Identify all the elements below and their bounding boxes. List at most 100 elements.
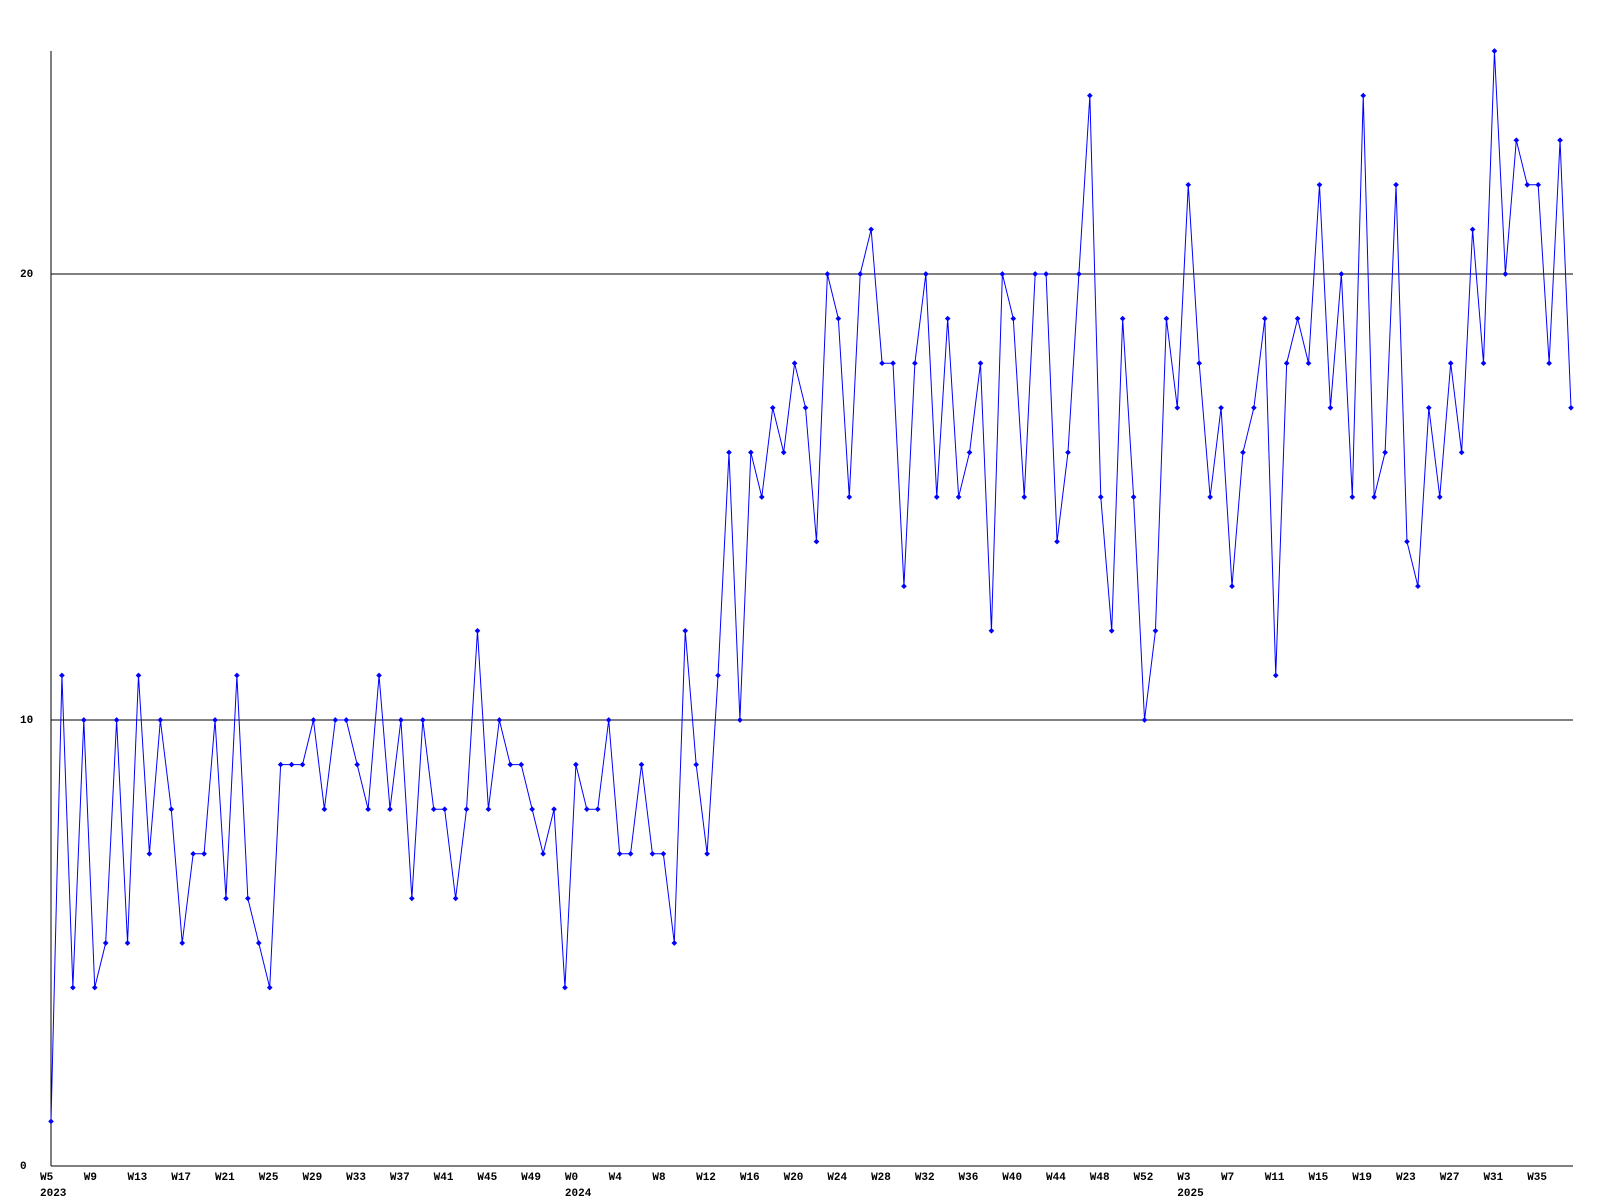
x-tick-label: W11 bbox=[1265, 1172, 1285, 1184]
data-point bbox=[562, 984, 568, 991]
x-tick-label: W45 bbox=[477, 1172, 497, 1184]
data-point bbox=[398, 717, 404, 723]
data-point bbox=[1371, 494, 1377, 500]
data-point bbox=[1229, 583, 1235, 590]
data-point bbox=[1458, 449, 1465, 456]
data-point bbox=[146, 850, 153, 857]
data-point bbox=[91, 984, 98, 991]
data-point bbox=[627, 850, 634, 857]
data-point bbox=[769, 404, 776, 411]
data-point bbox=[1568, 404, 1574, 411]
data-point bbox=[955, 494, 962, 500]
data-point bbox=[649, 850, 656, 857]
year-label: 2024 bbox=[565, 1188, 592, 1200]
data-point bbox=[343, 717, 350, 723]
data-point bbox=[638, 761, 645, 768]
x-tick-label: W20 bbox=[784, 1172, 804, 1184]
data-point bbox=[1349, 494, 1356, 500]
data-point bbox=[102, 940, 109, 946]
x-tick-label: W13 bbox=[127, 1172, 147, 1184]
data-point bbox=[748, 449, 754, 456]
data-point bbox=[737, 717, 743, 723]
data-point bbox=[376, 672, 382, 679]
data-point bbox=[890, 360, 896, 367]
x-tick-label: W41 bbox=[434, 1172, 454, 1184]
data-point bbox=[365, 806, 371, 813]
x-tick-label: W5 bbox=[40, 1172, 54, 1184]
data-point bbox=[704, 850, 710, 857]
data-point bbox=[441, 806, 448, 813]
data-point bbox=[1174, 404, 1181, 411]
data-point bbox=[59, 672, 65, 679]
data-point bbox=[944, 315, 951, 322]
data-point bbox=[966, 449, 973, 456]
data-point bbox=[1436, 494, 1443, 500]
data-point bbox=[190, 850, 196, 857]
data-point bbox=[660, 850, 667, 857]
data-point bbox=[299, 761, 306, 768]
data-point bbox=[835, 315, 842, 322]
data-point bbox=[671, 940, 678, 946]
data-point bbox=[255, 940, 262, 946]
data-point bbox=[1535, 181, 1542, 188]
data-point bbox=[1524, 181, 1531, 188]
data-point bbox=[1043, 271, 1049, 277]
x-tick-label: W0 bbox=[565, 1172, 578, 1184]
data-point bbox=[80, 717, 87, 723]
data-point bbox=[168, 806, 175, 813]
data-point bbox=[1360, 92, 1367, 99]
data-point bbox=[1261, 315, 1268, 322]
x-tick-label: W28 bbox=[871, 1172, 891, 1184]
data-point bbox=[1272, 672, 1279, 679]
x-tick-label: W23 bbox=[1396, 1172, 1416, 1184]
x-tick-label: W9 bbox=[84, 1172, 97, 1184]
x-tick-label: W36 bbox=[959, 1172, 979, 1184]
data-point bbox=[1447, 360, 1454, 367]
data-point bbox=[1076, 271, 1082, 277]
data-point bbox=[1196, 360, 1203, 367]
x-tick-label: W4 bbox=[609, 1172, 623, 1184]
data-point bbox=[922, 271, 929, 277]
y-tick-label: 0 bbox=[20, 1161, 27, 1173]
data-point bbox=[485, 806, 492, 813]
data-point bbox=[124, 940, 131, 946]
data-point bbox=[791, 360, 798, 367]
x-tick-label: W16 bbox=[740, 1172, 760, 1184]
x-tick-label: W25 bbox=[259, 1172, 279, 1184]
data-point bbox=[726, 449, 732, 456]
data-point bbox=[912, 360, 918, 367]
data-point bbox=[1185, 181, 1192, 188]
data-point bbox=[1087, 92, 1093, 99]
x-tick-label: W3 bbox=[1177, 1172, 1191, 1184]
data-point bbox=[266, 984, 273, 991]
data-point bbox=[179, 940, 186, 946]
data-point bbox=[452, 895, 459, 902]
data-point bbox=[988, 627, 995, 634]
data-point bbox=[879, 360, 885, 367]
data-point bbox=[693, 761, 700, 768]
data-point bbox=[245, 895, 251, 902]
data-point bbox=[507, 761, 514, 768]
data-point bbox=[321, 806, 328, 813]
data-point bbox=[387, 806, 393, 813]
data-point bbox=[310, 717, 317, 723]
data-line bbox=[50, 50, 1572, 1122]
data-point bbox=[868, 226, 874, 233]
data-point bbox=[496, 717, 503, 723]
data-point bbox=[463, 806, 470, 813]
data-point bbox=[1054, 538, 1060, 545]
data-point bbox=[354, 761, 361, 768]
x-tick-label: W33 bbox=[346, 1172, 366, 1184]
data-point bbox=[594, 806, 601, 813]
data-point bbox=[288, 761, 295, 768]
data-point bbox=[780, 449, 787, 456]
data-point bbox=[1469, 226, 1476, 233]
data-point bbox=[1557, 137, 1563, 144]
x-tick-label: W19 bbox=[1352, 1172, 1372, 1184]
data-point bbox=[1404, 538, 1410, 545]
data-point bbox=[1393, 181, 1399, 188]
data-point bbox=[573, 761, 579, 768]
data-point bbox=[857, 271, 864, 277]
data-point bbox=[1415, 583, 1421, 590]
data-point bbox=[824, 271, 831, 277]
